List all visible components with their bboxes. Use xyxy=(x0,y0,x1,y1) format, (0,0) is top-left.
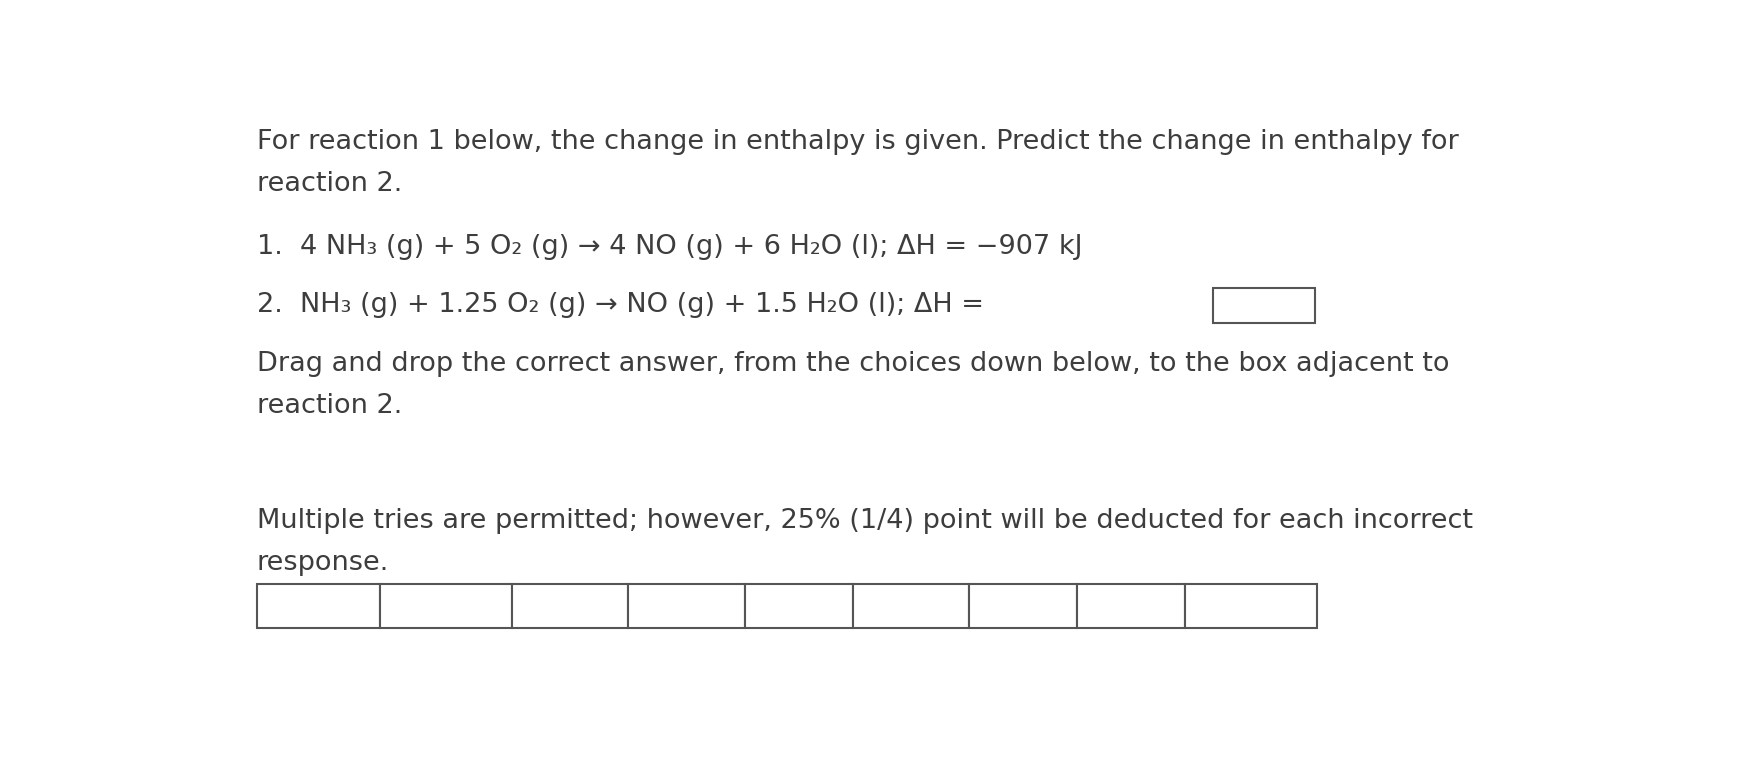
Text: Multiple tries are permitted; however, 25% (1/4) point will be deducted for each: Multiple tries are permitted; however, 2… xyxy=(257,509,1474,534)
FancyBboxPatch shape xyxy=(380,584,511,628)
Text: Drag and drop the correct answer, from the choices down below, to the box adjace: Drag and drop the correct answer, from t… xyxy=(257,351,1449,377)
Text: -1810 kJ: -1810 kJ xyxy=(1200,597,1300,621)
Text: -3630 kJ: -3630 kJ xyxy=(396,597,495,621)
Text: reaction 2.: reaction 2. xyxy=(257,393,402,418)
Text: -455 kJ: -455 kJ xyxy=(870,597,952,621)
FancyBboxPatch shape xyxy=(1076,584,1185,628)
Text: 907 kJ: 907 kJ xyxy=(985,597,1060,621)
FancyBboxPatch shape xyxy=(970,584,1076,628)
Text: 455 kJ: 455 kJ xyxy=(1094,597,1169,621)
Text: 1.  4 NH₃ (g) + 5 O₂ (g) → 4 NO (g) + 6 H₂O (l); ΔH = −907 kJ: 1. 4 NH₃ (g) + 5 O₂ (g) → 4 NO (g) + 6 H… xyxy=(257,234,1082,260)
FancyBboxPatch shape xyxy=(628,584,746,628)
Text: reaction 2.: reaction 2. xyxy=(257,171,402,197)
FancyBboxPatch shape xyxy=(257,584,380,628)
Text: 227 kJ: 227 kJ xyxy=(761,597,836,621)
FancyBboxPatch shape xyxy=(511,584,628,628)
FancyBboxPatch shape xyxy=(746,584,852,628)
FancyBboxPatch shape xyxy=(1185,584,1316,628)
Text: response.: response. xyxy=(257,550,388,576)
Text: 2.  NH₃ (g) + 1.25 O₂ (g) → NO (g) + 1.5 H₂O (l); ΔH =: 2. NH₃ (g) + 1.25 O₂ (g) → NO (g) + 1.5 … xyxy=(257,293,984,318)
Text: 1810 kJ: 1810 kJ xyxy=(273,597,364,621)
Text: -227 kJ: -227 kJ xyxy=(528,597,612,621)
Text: -907 kJ: -907 kJ xyxy=(644,597,728,621)
FancyBboxPatch shape xyxy=(1213,287,1314,323)
Text: For reaction 1 below, the change in enthalpy is given. Predict the change in ent: For reaction 1 below, the change in enth… xyxy=(257,129,1458,155)
FancyBboxPatch shape xyxy=(852,584,970,628)
